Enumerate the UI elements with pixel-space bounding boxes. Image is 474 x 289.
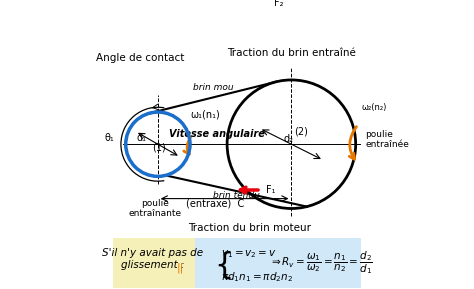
Text: (2): (2) [294,126,308,136]
FancyBboxPatch shape [195,238,361,288]
Text: poulie
entraînante: poulie entraînante [129,199,182,218]
Text: d₁: d₁ [137,133,147,142]
FancyBboxPatch shape [113,238,195,288]
Text: (entraxe)  C: (entraxe) C [186,198,244,208]
Text: $\{$: $\{$ [213,249,231,281]
Text: d₂: d₂ [284,134,294,144]
Text: Traction du brin moteur: Traction du brin moteur [188,223,311,233]
Text: Vitesse angulaire: Vitesse angulaire [169,129,265,139]
Text: F₂: F₂ [274,0,283,8]
Text: ω₁(n₁): ω₁(n₁) [190,109,220,119]
Text: $v_1 = v_2 = v$: $v_1 = v_2 = v$ [221,248,277,260]
Text: Traction du brin entraîné: Traction du brin entraîné [227,48,356,58]
Text: $\pi d_1 n_1 = \pi d_2 n_2$: $\pi d_1 n_1 = \pi d_2 n_2$ [221,270,293,284]
Text: θ₁: θ₁ [105,133,115,142]
Text: F₁: F₁ [266,185,275,195]
Text: ||: || [177,263,184,273]
Text: S'il n'y avait pas de
glissement :: S'il n'y avait pas de glissement : [102,248,203,270]
Text: (1): (1) [152,142,166,152]
Text: brin tendu: brin tendu [213,191,260,201]
Text: $\Rightarrow R_v = \dfrac{\omega_1}{\omega_2} = \dfrac{n_1}{n_2} = \dfrac{d_2}{d: $\Rightarrow R_v = \dfrac{\omega_1}{\ome… [269,249,373,276]
Text: Angle de contact: Angle de contact [96,53,185,63]
Text: ω₂(n₂): ω₂(n₂) [362,103,387,112]
Text: brin mou: brin mou [193,83,233,92]
Text: poulie
entraînée: poulie entraînée [365,129,410,149]
